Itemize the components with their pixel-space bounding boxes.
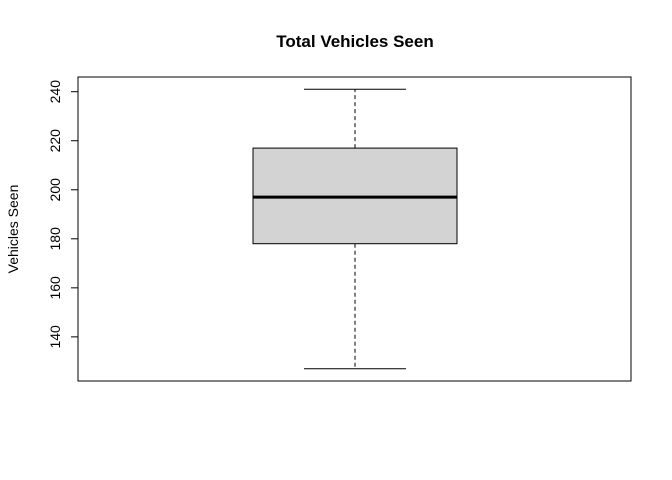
y-axis-label: Vehicles Seen: [5, 185, 21, 274]
chart-title: Total Vehicles Seen: [276, 32, 433, 51]
y-tick-label: 200: [47, 178, 63, 202]
y-axis: 140 160 180 200 220 240: [47, 80, 79, 349]
y-tick-label: 140: [47, 325, 63, 349]
y-tick-label: 220: [47, 129, 63, 153]
y-tick-label: 240: [47, 80, 63, 104]
y-tick-label: 160: [47, 276, 63, 300]
y-tick-label: 180: [47, 227, 63, 251]
boxplot-area: [252, 88, 458, 370]
